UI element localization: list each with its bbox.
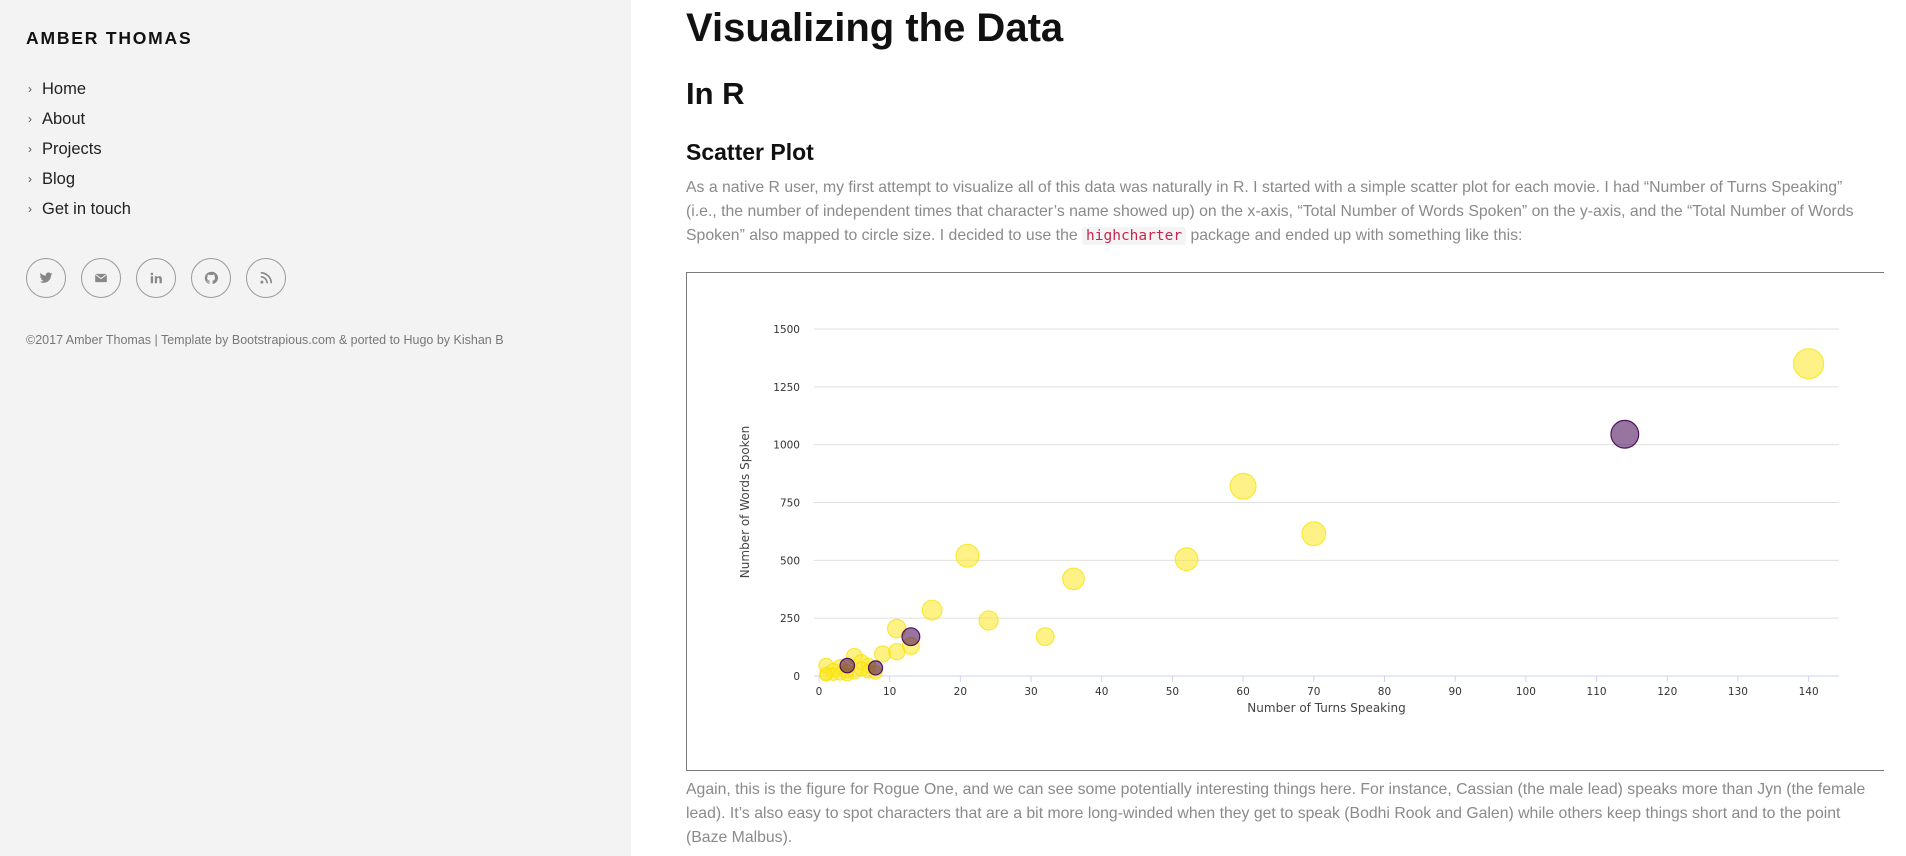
data-point-yellow[interactable] bbox=[873, 645, 892, 663]
nav-item-get-in-touch[interactable]: › Get in touch bbox=[28, 194, 131, 224]
y-tick-label: 250 bbox=[780, 613, 800, 625]
y-tick-label: 1500 bbox=[773, 324, 800, 336]
linkedin-link[interactable] bbox=[136, 258, 176, 298]
data-point-yellow[interactable] bbox=[978, 610, 999, 631]
twitter-icon bbox=[39, 272, 53, 283]
x-axis-title: Number of Turns Speaking bbox=[1247, 701, 1405, 715]
rss-icon bbox=[260, 271, 273, 284]
data-point-purple[interactable] bbox=[867, 660, 884, 676]
intro-paragraph: As a native R user, my first attempt to … bbox=[686, 176, 1866, 248]
chevron-right-icon: › bbox=[28, 82, 32, 96]
data-point-yellow[interactable] bbox=[1793, 348, 1825, 380]
intro-text-end: package and ended up with something like… bbox=[1186, 227, 1523, 244]
data-point-yellow[interactable] bbox=[1035, 627, 1055, 647]
data-point-yellow[interactable] bbox=[888, 642, 906, 661]
data-point-yellow[interactable] bbox=[1174, 547, 1199, 572]
data-point-purple[interactable] bbox=[839, 657, 856, 674]
data-point-purple[interactable] bbox=[1610, 419, 1640, 449]
nav-item-label: Projects bbox=[42, 139, 102, 158]
y-tick-label: 0 bbox=[793, 671, 800, 683]
nav-item-home[interactable]: › Home bbox=[28, 74, 131, 104]
x-tick-label: 70 bbox=[1307, 686, 1320, 698]
scatter-chart: 0 10 20 30 40 50 60 70 80 90 100 110 120 130 140 0 250 5… bbox=[738, 324, 1839, 715]
nav-item-label: Get in touch bbox=[42, 199, 131, 218]
data-point-yellow[interactable] bbox=[921, 599, 943, 621]
chevron-right-icon: › bbox=[28, 172, 32, 186]
email-link[interactable] bbox=[81, 258, 121, 298]
x-tick-label: 0 bbox=[816, 686, 823, 698]
chevron-right-icon: › bbox=[28, 202, 32, 216]
chart-points bbox=[818, 348, 1825, 682]
twitter-link[interactable] bbox=[26, 258, 66, 298]
linkedin-icon bbox=[150, 272, 162, 284]
data-point-purple[interactable] bbox=[901, 627, 921, 647]
x-tick-label: 40 bbox=[1095, 686, 1108, 698]
github-icon bbox=[204, 271, 218, 284]
x-tick-label: 10 bbox=[883, 686, 896, 698]
data-point-yellow[interactable] bbox=[1301, 521, 1327, 547]
nav-item-label: About bbox=[42, 109, 86, 128]
github-link[interactable] bbox=[191, 258, 231, 298]
y-axis: 0 250 500 750 1000 1250 1500 bbox=[773, 324, 800, 683]
x-tick-label: 50 bbox=[1166, 686, 1179, 698]
page-title: Visualizing the Data bbox=[686, 6, 1064, 50]
data-point-yellow[interactable] bbox=[819, 668, 833, 682]
y-tick-label: 500 bbox=[780, 555, 800, 567]
data-point-yellow[interactable] bbox=[1229, 472, 1257, 500]
scatter-chart-frame: 0 10 20 30 40 50 60 70 80 90 100 110 120 130 140 0 250 5… bbox=[686, 272, 1884, 771]
chevron-right-icon: › bbox=[28, 112, 32, 126]
subsection-heading: Scatter Plot bbox=[686, 139, 814, 165]
data-point-yellow[interactable] bbox=[886, 618, 907, 639]
x-tick-label: 130 bbox=[1728, 686, 1748, 698]
x-tick-label: 100 bbox=[1516, 686, 1536, 698]
envelope-icon bbox=[95, 273, 107, 283]
y-tick-label: 1250 bbox=[773, 382, 800, 394]
rss-link[interactable] bbox=[246, 258, 286, 298]
x-tick-label: 60 bbox=[1236, 686, 1249, 698]
sidebar-nav: › Home › About › Projects › Blog › Get i… bbox=[28, 74, 131, 224]
copyright-text: ©2017 Amber Thomas | Template by Bootstr… bbox=[26, 333, 504, 347]
x-tick-label: 30 bbox=[1024, 686, 1037, 698]
x-tick-label: 90 bbox=[1448, 686, 1461, 698]
social-links bbox=[26, 258, 286, 298]
x-tick-label: 120 bbox=[1657, 686, 1677, 698]
chart-grid bbox=[814, 328, 1839, 677]
x-axis: 0 10 20 30 40 50 60 70 80 90 100 110 120 130 140 bbox=[816, 676, 1819, 698]
inline-code: highcharter bbox=[1082, 227, 1187, 245]
y-tick-label: 750 bbox=[780, 498, 800, 510]
y-axis-title: Number of Words Spoken bbox=[738, 426, 752, 578]
sidebar: AMBER THOMAS › Home › About › Projects ›… bbox=[0, 0, 631, 856]
analysis-paragraph: Again, this is the figure for Rogue One,… bbox=[686, 781, 1866, 846]
section-heading: In R bbox=[686, 76, 745, 111]
nav-item-label: Blog bbox=[42, 169, 76, 188]
nav-item-blog[interactable]: › Blog bbox=[28, 164, 131, 194]
chevron-right-icon: › bbox=[28, 142, 32, 156]
intro-text-start: As a native R user, my first attempt to … bbox=[686, 179, 1854, 244]
data-point-yellow[interactable] bbox=[955, 543, 980, 568]
nav-item-label: Home bbox=[42, 79, 87, 98]
nav-item-projects[interactable]: › Projects bbox=[28, 134, 131, 164]
data-point-yellow[interactable] bbox=[1062, 567, 1085, 591]
x-tick-label: 80 bbox=[1378, 686, 1391, 698]
nav-item-about[interactable]: › About bbox=[28, 104, 131, 134]
x-tick-label: 20 bbox=[954, 686, 967, 698]
x-tick-label: 140 bbox=[1799, 686, 1819, 698]
x-tick-label: 110 bbox=[1587, 686, 1607, 698]
site-title[interactable]: AMBER THOMAS bbox=[26, 28, 193, 48]
y-tick-label: 1000 bbox=[773, 440, 800, 452]
